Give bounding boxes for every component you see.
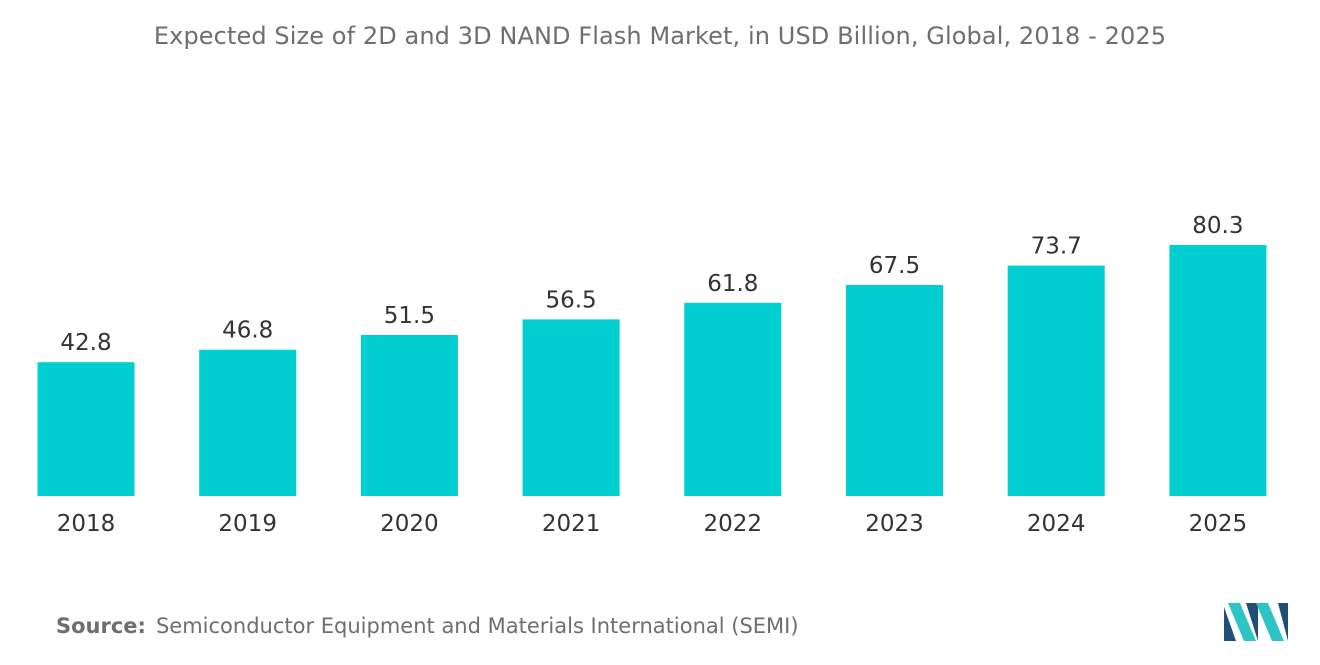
source-label: Source:: [56, 614, 146, 638]
bar-2022: [684, 302, 782, 496]
bar-2024: [1007, 265, 1105, 496]
mordor-intelligence-logo-icon: [1224, 603, 1288, 641]
x-tick-label-2024: 2024: [1027, 511, 1086, 537]
bar-2023: [846, 285, 943, 496]
x-tick-label-2018: 2018: [57, 511, 116, 537]
bars-group: [37, 245, 1267, 496]
source-text: Semiconductor Equipment and Materials In…: [155, 614, 799, 638]
bar-2020: [360, 335, 458, 496]
value-labels-group: 42.8 46.8 51.5 56.5 61.8 67.5 73.7 80.3: [60, 213, 1243, 356]
chart-title: Expected Size of 2D and 3D NAND Flash Ma…: [153, 22, 1167, 50]
bar-2021: [522, 319, 620, 496]
x-tick-label-2022: 2022: [704, 511, 763, 537]
source-note: Source: Semiconductor Equipment and Mater…: [56, 614, 799, 638]
bar-2018: [37, 362, 135, 496]
bar-2025: [1169, 245, 1267, 496]
value-label-2018: 42.8: [60, 330, 111, 356]
value-label-2025: 80.3: [1192, 213, 1243, 239]
bar-2019: [199, 349, 297, 496]
value-label-2022: 61.8: [707, 271, 758, 297]
value-label-2023: 67.5: [869, 253, 920, 279]
value-label-2019: 46.8: [222, 318, 273, 344]
value-label-2020: 51.5: [384, 303, 435, 329]
x-tick-label-2021: 2021: [542, 511, 601, 537]
x-tick-label-2023: 2023: [865, 511, 924, 537]
x-tick-label-2020: 2020: [380, 511, 439, 537]
value-label-2021: 56.5: [545, 287, 596, 313]
x-axis-tick-labels: 2018 2019 2020 2021 2022 2023 2024 2025: [57, 511, 1247, 537]
x-tick-label-2019: 2019: [218, 511, 277, 537]
x-tick-label-2025: 2025: [1189, 511, 1248, 537]
value-label-2024: 73.7: [1031, 234, 1082, 260]
